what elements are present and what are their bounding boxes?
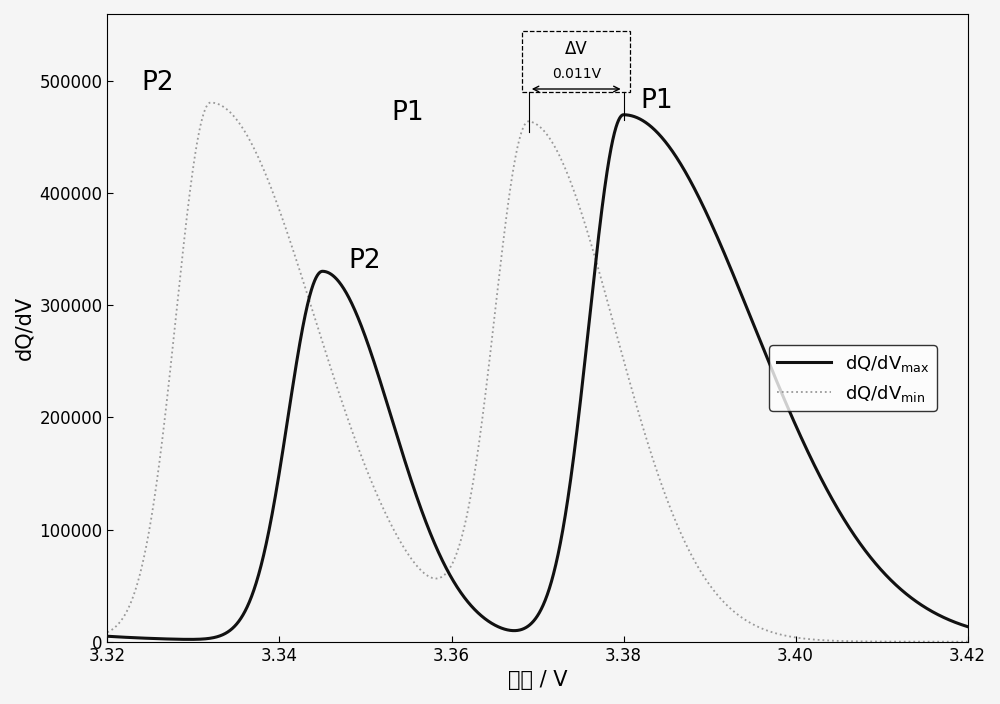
Text: P2: P2 [142, 70, 174, 96]
Text: 0.011V: 0.011V [552, 67, 601, 80]
Text: P2: P2 [348, 249, 381, 275]
Legend: dQ/dV$_{\rm max}$, dQ/dV$_{\rm min}$: dQ/dV$_{\rm max}$, dQ/dV$_{\rm min}$ [769, 345, 937, 410]
Text: P1: P1 [391, 101, 424, 127]
Y-axis label: dQ/dV: dQ/dV [14, 296, 34, 360]
Bar [522, 31, 630, 92]
Text: P1: P1 [641, 88, 673, 114]
Text: ΔV: ΔV [565, 39, 588, 58]
X-axis label: 电压 / V: 电压 / V [508, 670, 567, 690]
